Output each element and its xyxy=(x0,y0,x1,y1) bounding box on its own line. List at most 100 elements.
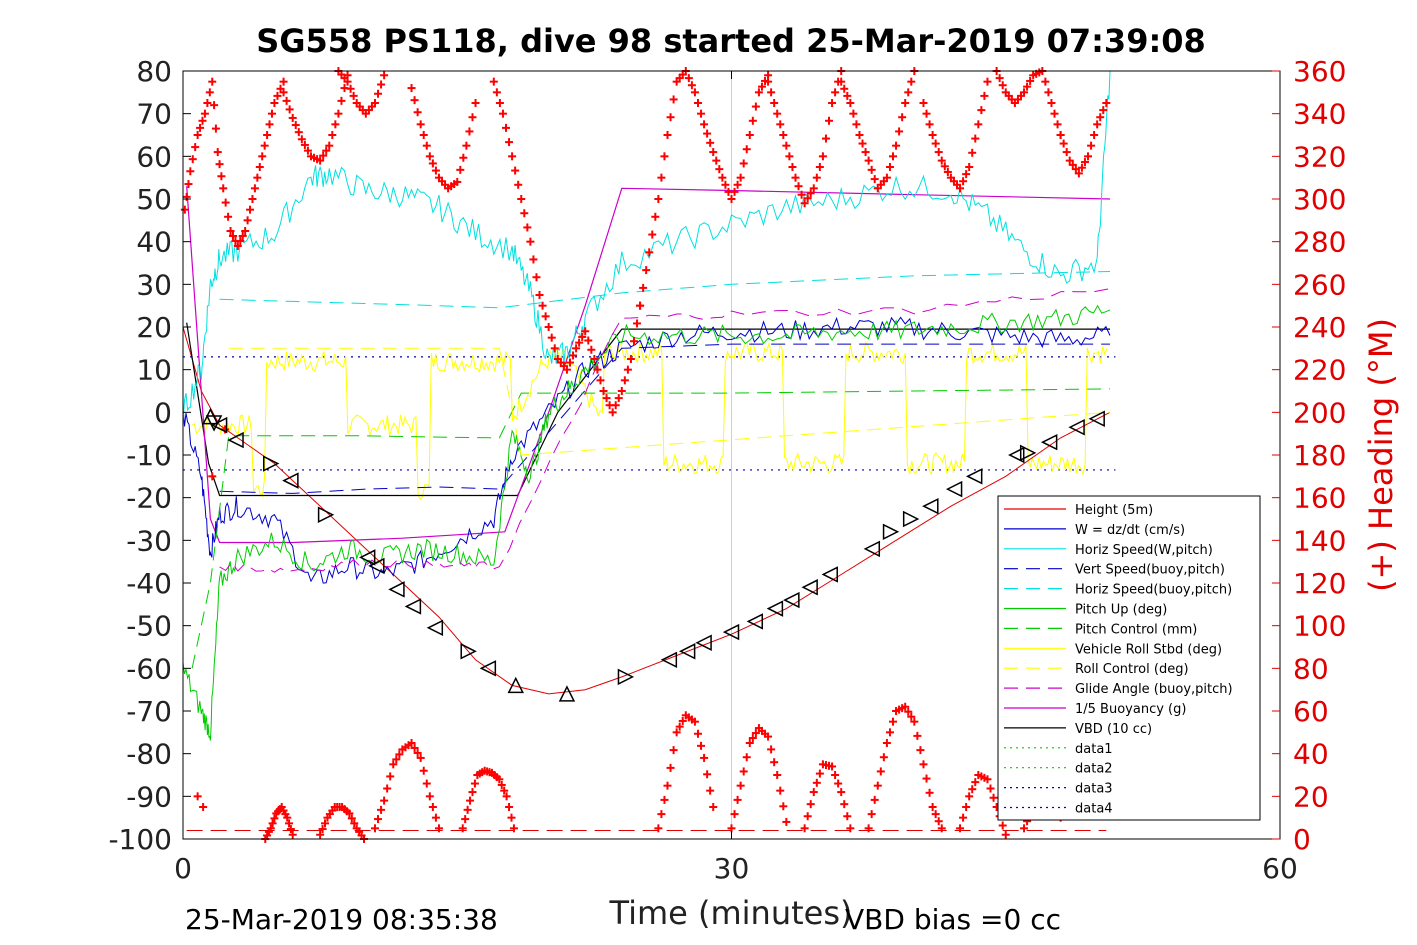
dive-marker xyxy=(821,566,838,583)
legend-entry: data4 xyxy=(1004,802,1113,817)
heading-point xyxy=(347,814,356,823)
heading-point xyxy=(1102,99,1111,107)
heading-point xyxy=(1053,120,1062,129)
heading-point xyxy=(318,825,327,834)
heading-point xyxy=(374,815,383,824)
heading-point xyxy=(998,821,1007,830)
heading-point xyxy=(377,805,386,814)
heading-point xyxy=(745,131,754,139)
heading-point xyxy=(1026,76,1035,85)
heading-point xyxy=(629,337,638,346)
y-tick-label: -30 xyxy=(126,524,172,557)
heading-point xyxy=(889,152,898,161)
heading-point xyxy=(703,770,712,779)
dive-marker xyxy=(282,472,299,489)
legend-label: data2 xyxy=(1075,762,1113,777)
heading-point xyxy=(180,205,189,214)
dive-marker xyxy=(695,634,712,651)
heading-point xyxy=(233,241,242,250)
y-tick-label: 70 xyxy=(136,98,172,131)
heading-point xyxy=(876,767,885,776)
heading-point xyxy=(316,830,325,839)
series-horiz_buoy xyxy=(219,271,1111,309)
heading-point xyxy=(776,120,785,129)
heading-point xyxy=(241,227,250,235)
heading-point xyxy=(541,312,550,321)
heading-point xyxy=(983,775,992,784)
heading-point xyxy=(651,212,660,221)
right-axis-label: (+) Heading (°M) xyxy=(1362,318,1400,592)
legend-entry: Roll Control (deg) xyxy=(1004,662,1189,677)
y-tick-label: -100 xyxy=(108,823,172,856)
heading-point xyxy=(919,760,928,769)
legend-entry: Vert Speed(buoy,pitch) xyxy=(1004,563,1225,578)
heading-point xyxy=(599,387,608,395)
heading-point xyxy=(870,175,879,184)
heading-point xyxy=(986,784,995,793)
dive-marker xyxy=(1008,446,1025,464)
heading-point xyxy=(645,248,654,257)
heading-point xyxy=(193,131,202,139)
heading-point xyxy=(337,96,346,105)
heading-point xyxy=(788,163,797,171)
heading-point xyxy=(316,156,325,165)
series-vbd xyxy=(186,322,1110,497)
heading-point xyxy=(213,148,222,157)
heading-point xyxy=(703,129,712,138)
heading-point xyxy=(776,786,785,795)
y-tick-label: 10 xyxy=(136,354,172,387)
dive-marker xyxy=(358,549,376,566)
heading-point xyxy=(736,173,745,182)
heading-point xyxy=(700,753,709,762)
heading-point xyxy=(410,743,419,752)
heading-point xyxy=(248,195,257,203)
heading-point xyxy=(407,739,416,747)
dive-marker xyxy=(783,591,800,609)
heading-point xyxy=(721,180,730,189)
heading-point xyxy=(916,746,925,755)
legend-label: Glide Angle (buoy,pitch) xyxy=(1075,682,1233,697)
x-tick-label: 0 xyxy=(174,852,192,885)
heading-point xyxy=(413,108,422,117)
heading-point xyxy=(864,156,873,165)
heading-point xyxy=(754,88,763,97)
y-right-tick-label: 40 xyxy=(1293,738,1329,771)
heading-point xyxy=(773,109,782,118)
heading-point xyxy=(873,781,882,790)
dive-marker xyxy=(617,668,635,686)
heading-point xyxy=(907,712,916,721)
heading-point xyxy=(998,81,1007,90)
heading-point xyxy=(977,106,986,115)
heading-point xyxy=(980,91,989,100)
y-tick-label: -70 xyxy=(126,695,172,728)
heading-point xyxy=(1077,163,1086,172)
legend-label: Horiz Speed(W,pitch) xyxy=(1075,543,1213,558)
heading-point xyxy=(345,809,354,818)
heading-point xyxy=(1047,99,1056,107)
heading-point xyxy=(767,745,776,754)
heading-point xyxy=(495,99,504,107)
heading-point xyxy=(812,778,821,787)
heading-point xyxy=(514,180,523,189)
heading-point xyxy=(459,153,468,162)
dive-marker xyxy=(426,619,444,637)
heading-point xyxy=(706,786,715,795)
heading-point xyxy=(267,109,276,118)
dive-marker xyxy=(317,506,335,523)
heading-point xyxy=(974,120,983,129)
heading-point xyxy=(843,812,852,821)
heading-point xyxy=(547,333,556,342)
heading-point xyxy=(268,819,277,828)
legend-label: data1 xyxy=(1075,742,1113,757)
heading-point xyxy=(370,824,379,833)
heading-point xyxy=(1084,152,1093,161)
heading-point xyxy=(1050,109,1059,118)
heading-point xyxy=(636,301,645,310)
heading-point xyxy=(471,99,480,107)
y-tick-label: 20 xyxy=(136,311,172,344)
heading-point xyxy=(971,134,980,143)
legend-label: VBD (10 cc) xyxy=(1075,722,1152,737)
heading-point xyxy=(502,792,511,801)
y-tick-label: -40 xyxy=(126,567,172,600)
heading-point xyxy=(434,824,443,833)
